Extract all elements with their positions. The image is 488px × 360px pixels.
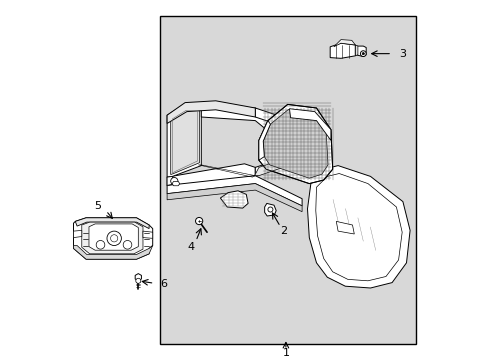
Polygon shape — [258, 104, 332, 184]
Polygon shape — [263, 109, 327, 178]
Polygon shape — [258, 121, 270, 160]
Polygon shape — [255, 108, 303, 133]
Polygon shape — [135, 274, 141, 281]
Polygon shape — [89, 224, 138, 250]
Text: 4: 4 — [187, 242, 194, 252]
Polygon shape — [264, 203, 276, 216]
Polygon shape — [75, 218, 149, 229]
Polygon shape — [289, 109, 330, 140]
Polygon shape — [333, 40, 355, 47]
Circle shape — [195, 217, 203, 225]
Polygon shape — [255, 151, 303, 176]
Polygon shape — [170, 108, 199, 175]
Polygon shape — [73, 218, 152, 259]
Polygon shape — [81, 222, 142, 254]
Circle shape — [110, 235, 118, 242]
Polygon shape — [336, 221, 354, 234]
Polygon shape — [307, 166, 409, 288]
Circle shape — [360, 51, 366, 57]
Circle shape — [136, 278, 141, 283]
Polygon shape — [167, 104, 201, 177]
Polygon shape — [167, 176, 172, 185]
Polygon shape — [167, 176, 302, 206]
Polygon shape — [73, 230, 81, 238]
Polygon shape — [355, 45, 357, 56]
Polygon shape — [172, 181, 179, 186]
Polygon shape — [329, 43, 355, 58]
Circle shape — [267, 207, 272, 212]
Polygon shape — [254, 151, 303, 176]
Text: 6: 6 — [160, 279, 166, 289]
Polygon shape — [73, 246, 152, 259]
Circle shape — [362, 53, 364, 55]
Text: 1: 1 — [282, 348, 289, 358]
Polygon shape — [355, 46, 366, 57]
Polygon shape — [167, 184, 302, 212]
Polygon shape — [220, 191, 247, 208]
Circle shape — [170, 177, 178, 185]
Circle shape — [123, 240, 132, 249]
Polygon shape — [303, 124, 309, 153]
Polygon shape — [167, 101, 255, 123]
Polygon shape — [142, 231, 152, 238]
Polygon shape — [160, 16, 415, 344]
Polygon shape — [201, 104, 303, 160]
Text: 3: 3 — [399, 49, 406, 59]
Circle shape — [96, 240, 104, 249]
Polygon shape — [167, 164, 255, 189]
Text: 2: 2 — [280, 226, 287, 236]
Circle shape — [107, 231, 121, 246]
Text: 5: 5 — [94, 201, 102, 211]
